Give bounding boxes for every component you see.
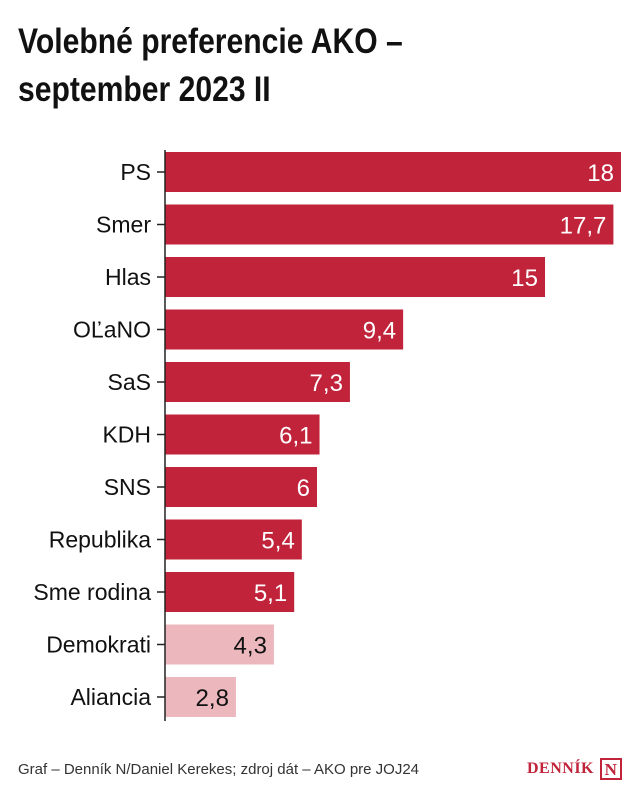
value-label-sme-rodina: 5,1 <box>254 580 287 607</box>
bar-smer <box>165 204 614 245</box>
value-label-sas: 7,3 <box>310 370 343 397</box>
category-label-olano: OĽaNO <box>73 317 151 343</box>
bar-hlas <box>165 257 545 297</box>
bar-sme-rodina <box>165 572 295 612</box>
category-label-sas: SaS <box>108 369 151 395</box>
category-label-ps: PS <box>120 159 151 185</box>
value-label-smer: 17,7 <box>560 213 607 240</box>
bar-kdh <box>165 414 320 455</box>
category-label-demokrati: Demokrati <box>46 632 151 658</box>
n-logo-icon: N <box>600 758 622 780</box>
bar-sas <box>165 362 350 402</box>
bar-sns <box>165 467 317 507</box>
category-label-sns: SNS <box>104 474 151 500</box>
category-label-smer: Smer <box>96 212 151 238</box>
category-label-sme-rodina: Sme rodina <box>33 579 151 605</box>
value-label-aliancia: 2,8 <box>196 685 229 712</box>
category-label-hlas: Hlas <box>105 264 151 290</box>
value-label-hlas: 15 <box>511 265 538 292</box>
value-label-kdh: 6,1 <box>279 423 312 450</box>
bar-olano <box>165 309 404 350</box>
bar-republika <box>165 519 302 560</box>
logo-text: DENNÍK <box>526 760 594 777</box>
bar-demokrati <box>165 624 274 665</box>
bar-ps <box>165 152 621 192</box>
category-label-kdh: KDH <box>102 422 151 448</box>
value-label-republika: 5,4 <box>261 528 294 555</box>
bar-aliancia <box>165 677 236 717</box>
dennik-n-logo: DENNÍK N <box>527 758 622 780</box>
value-label-sns: 6 <box>297 475 310 502</box>
value-label-ps: 18 <box>587 160 614 187</box>
value-label-olano: 9,4 <box>363 318 396 345</box>
category-label-republika: Republika <box>49 527 151 553</box>
category-label-aliancia: Aliancia <box>70 684 151 710</box>
chart-title-line-2: september 2023 II <box>18 70 271 109</box>
source-credit: Graf – Denník N/Daniel Kerekes; zdroj dá… <box>18 760 420 778</box>
bar-chart: PS 18 Smer 17,7 Hlas 15 OĽaNO 9,4 SaS 7,3 KDH 6,1 SN… <box>33 150 621 721</box>
value-label-demokrati: 4,3 <box>234 633 267 660</box>
chart-title-line-1: Volebné preferencie AKO – <box>18 22 403 61</box>
chart-title: Volebné preferencie AKO – september 2023… <box>18 18 534 114</box>
footer: Graf – Denník N/Daniel Kerekes; zdroj dá… <box>18 754 622 784</box>
